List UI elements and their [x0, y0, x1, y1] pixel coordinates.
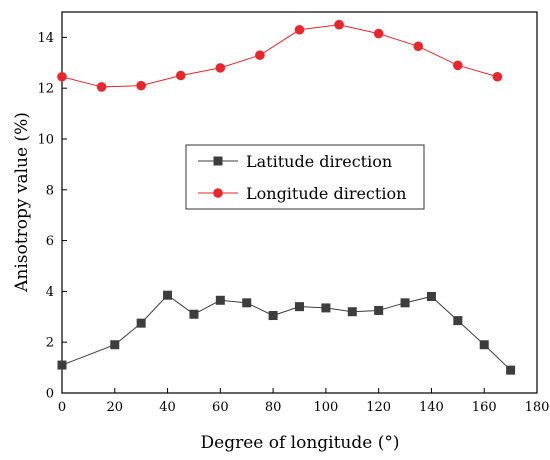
- data-point: [506, 365, 516, 375]
- x-tick-label: 120: [366, 400, 391, 415]
- data-point: [453, 60, 463, 71]
- data-point: [479, 340, 489, 350]
- x-axis-title: Degree of longitude (°): [201, 433, 400, 453]
- data-point: [426, 291, 436, 301]
- data-point: [57, 71, 67, 82]
- y-axis-title: Anisotropy value (%): [12, 112, 32, 293]
- data-point: [96, 82, 107, 92]
- axis-ticks: 0 20 40 60 80 100 120 140 160 180 0 2 4 6 8 10 12 14: [37, 31, 549, 415]
- data-point: [57, 360, 67, 370]
- data-point: [492, 71, 503, 82]
- data-point: [163, 290, 173, 300]
- series-line: [61, 294, 511, 371]
- data-point: [136, 318, 146, 328]
- plot-area: [61, 11, 538, 394]
- y-tick-label: 6: [46, 234, 54, 249]
- data-point: [189, 309, 199, 319]
- data-point: [110, 340, 120, 350]
- data-point: [136, 80, 146, 91]
- data-point: [413, 41, 424, 52]
- data-point: [215, 63, 226, 73]
- data-point: [215, 295, 225, 305]
- data-point: [347, 307, 357, 317]
- x-tick-label: 160: [472, 400, 497, 415]
- x-tick-label: 60: [212, 400, 229, 415]
- y-tick-label: 8: [46, 183, 54, 198]
- y-tick-label: 10: [37, 133, 54, 148]
- data-point: [374, 305, 384, 315]
- x-tick-label: 20: [107, 400, 124, 415]
- legend-marker-latitude: [213, 156, 223, 166]
- data-point: [294, 24, 305, 35]
- data-point: [295, 302, 304, 312]
- legend: Latitude direction Longitude direction: [185, 144, 425, 210]
- legend-marker-longitude: [213, 188, 223, 198]
- data-point: [321, 303, 331, 313]
- data-point: [255, 50, 265, 60]
- x-tick-label: 180: [525, 400, 550, 415]
- data-point: [242, 298, 252, 308]
- series-layer: [57, 19, 516, 375]
- y-tick-label: 12: [37, 82, 54, 97]
- data-point: [400, 298, 410, 308]
- data-point: [268, 311, 278, 321]
- x-tick-label: 140: [419, 400, 444, 415]
- x-tick-label: 100: [313, 400, 338, 415]
- x-tick-label: 40: [159, 400, 176, 415]
- series-line: [61, 24, 498, 88]
- data-point: [334, 19, 344, 30]
- series-longitude: [57, 19, 503, 92]
- y-tick-label: 2: [46, 336, 54, 351]
- x-tick-label: 80: [265, 400, 282, 415]
- y-tick-label: 14: [37, 31, 54, 46]
- data-point: [373, 28, 384, 39]
- legend-label-longitude: Longitude direction: [246, 184, 406, 203]
- plot-frame: [61, 11, 538, 394]
- x-tick-label: 0: [58, 400, 66, 415]
- y-tick-label: 0: [46, 387, 54, 402]
- y-tick-label: 4: [46, 285, 54, 300]
- series-latitude: [57, 290, 516, 375]
- data-point: [175, 70, 186, 81]
- legend-box: [185, 144, 425, 210]
- data-point: [453, 316, 463, 326]
- legend-label-latitude: Latitude direction: [246, 152, 392, 171]
